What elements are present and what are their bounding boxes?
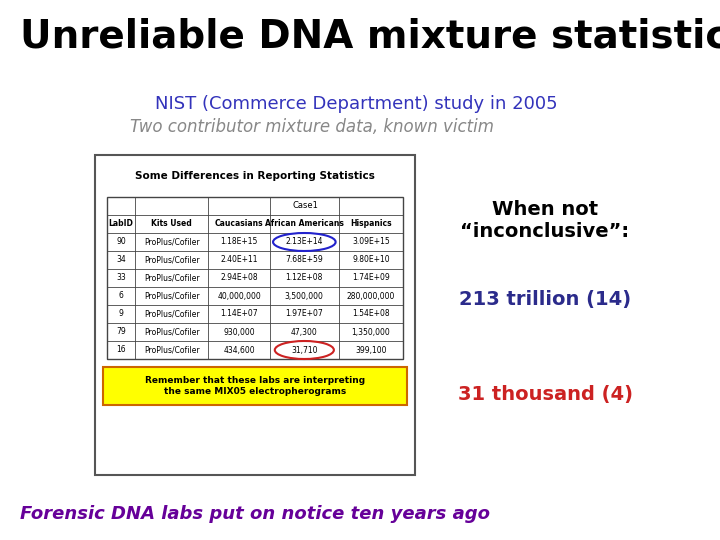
Text: 34: 34 [116,255,126,265]
Text: 9: 9 [119,309,124,319]
Text: ProPlus/Cofiler: ProPlus/Cofiler [144,273,199,282]
Text: 6: 6 [119,292,124,300]
Text: 90: 90 [116,238,126,246]
Text: Hispanics: Hispanics [350,219,392,228]
Text: 47,300: 47,300 [291,327,318,336]
Text: 2.40E+11: 2.40E+11 [220,255,258,265]
Text: ProPlus/Cofiler: ProPlus/Cofiler [144,309,199,319]
Text: Remember that these labs are interpreting
the same MIX05 electropherograms: Remember that these labs are interpretin… [145,376,365,396]
Text: 280,000,000: 280,000,000 [347,292,395,300]
Text: 31,710: 31,710 [291,346,318,354]
Text: ProPlus/Cofiler: ProPlus/Cofiler [144,327,199,336]
Text: 1.97E+07: 1.97E+07 [285,309,323,319]
Text: 1.12E+08: 1.12E+08 [286,273,323,282]
Text: 79: 79 [116,327,126,336]
Bar [103,367,407,405]
Text: When not
“inconclusive”:: When not “inconclusive”: [460,200,629,241]
Text: 31 thousand (4): 31 thousand (4) [457,385,632,404]
Text: 40,000,000: 40,000,000 [217,292,261,300]
Text: 2.94E+08: 2.94E+08 [220,273,258,282]
Bar [107,197,403,359]
Text: 9.80E+10: 9.80E+10 [352,255,390,265]
Text: 3.09E+15: 3.09E+15 [352,238,390,246]
Text: 3,500,000: 3,500,000 [285,292,324,300]
Text: 1.54E+08: 1.54E+08 [352,309,390,319]
Text: ProPlus/Cofiler: ProPlus/Cofiler [144,346,199,354]
Text: 2.13E+14: 2.13E+14 [286,238,323,246]
Text: 33: 33 [116,273,126,282]
Text: Caucasians: Caucasians [215,219,264,228]
Text: Unreliable DNA mixture statistics: Unreliable DNA mixture statistics [20,18,720,56]
Text: ProPlus/Cofiler: ProPlus/Cofiler [144,255,199,265]
Text: Two contributor mixture data, known victim: Two contributor mixture data, known vict… [130,118,494,136]
Text: 434,600: 434,600 [223,346,255,354]
Text: ProPlus/Cofiler: ProPlus/Cofiler [144,238,199,246]
Text: 399,100: 399,100 [355,346,387,354]
Text: 1.74E+09: 1.74E+09 [352,273,390,282]
Text: 16: 16 [117,346,126,354]
Text: 1,350,000: 1,350,000 [351,327,390,336]
Text: LabID: LabID [109,219,133,228]
Text: Forensic DNA labs put on notice ten years ago: Forensic DNA labs put on notice ten year… [20,505,490,523]
Text: 213 trillion (14): 213 trillion (14) [459,290,631,309]
Text: 1.18E+15: 1.18E+15 [220,238,258,246]
Text: African Americans: African Americans [265,219,343,228]
Text: 7.68E+59: 7.68E+59 [285,255,323,265]
Text: ProPlus/Cofiler: ProPlus/Cofiler [144,292,199,300]
Text: 930,000: 930,000 [223,327,255,336]
Text: Kits Used: Kits Used [151,219,192,228]
Text: 1.14E+07: 1.14E+07 [220,309,258,319]
Text: NIST (Commerce Department) study in 2005: NIST (Commerce Department) study in 2005 [155,95,557,113]
Text: Case1: Case1 [293,201,319,211]
Text: Some Differences in Reporting Statistics: Some Differences in Reporting Statistics [135,171,375,181]
Bar [95,155,415,475]
